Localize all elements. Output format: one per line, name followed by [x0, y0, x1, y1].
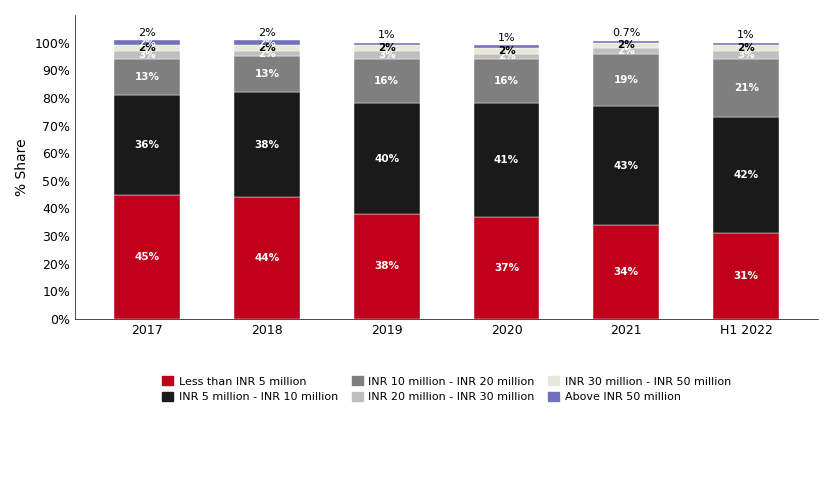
Text: 1%: 1%: [737, 30, 755, 40]
Bar: [354, 59, 420, 104]
Text: 19%: 19%: [614, 75, 639, 85]
Text: 2%: 2%: [258, 38, 276, 48]
Text: 44%: 44%: [254, 253, 280, 263]
Y-axis label: % Share: % Share: [15, 138, 29, 196]
Text: 0.7%: 0.7%: [612, 28, 641, 38]
Bar: [593, 225, 659, 319]
Text: 41%: 41%: [494, 155, 519, 165]
Text: 3%: 3%: [138, 50, 156, 60]
Text: 2%: 2%: [497, 46, 516, 56]
Legend: Less than INR 5 million, INR 5 million - INR 10 million, INR 10 million - INR 20: Less than INR 5 million, INR 5 million -…: [159, 373, 734, 405]
Bar: [593, 54, 659, 106]
Text: 21%: 21%: [734, 83, 759, 93]
Bar: [593, 43, 659, 48]
Text: 34%: 34%: [614, 267, 639, 277]
Bar: [234, 56, 300, 92]
Bar: [354, 104, 420, 214]
Bar: [114, 95, 180, 195]
Bar: [354, 45, 420, 51]
Bar: [114, 195, 180, 319]
Bar: [114, 40, 180, 45]
Text: 2%: 2%: [258, 49, 276, 59]
Text: 2%: 2%: [138, 28, 156, 38]
Text: 16%: 16%: [494, 76, 519, 86]
Bar: [713, 59, 779, 117]
Bar: [474, 45, 540, 48]
Bar: [593, 106, 659, 225]
Text: 31%: 31%: [734, 271, 759, 281]
Text: 2%: 2%: [617, 46, 636, 56]
Bar: [713, 51, 779, 59]
Bar: [593, 41, 659, 43]
Text: 2%: 2%: [617, 40, 636, 50]
Bar: [474, 48, 540, 54]
Text: 36%: 36%: [135, 140, 160, 150]
Bar: [234, 51, 300, 56]
Text: 2%: 2%: [497, 51, 516, 61]
Text: 1%: 1%: [378, 30, 396, 40]
Text: 45%: 45%: [135, 252, 160, 262]
Bar: [234, 45, 300, 51]
Bar: [474, 217, 540, 319]
Bar: [474, 59, 540, 104]
Text: 37%: 37%: [494, 263, 519, 273]
Text: 38%: 38%: [374, 261, 399, 271]
Text: 2%: 2%: [737, 43, 755, 53]
Text: 40%: 40%: [374, 154, 399, 164]
Bar: [713, 233, 779, 319]
Bar: [114, 45, 180, 51]
Text: 43%: 43%: [614, 160, 639, 171]
Bar: [234, 40, 300, 45]
Text: 38%: 38%: [254, 140, 279, 150]
Text: 2%: 2%: [258, 43, 276, 53]
Text: 13%: 13%: [135, 72, 160, 82]
Text: 1%: 1%: [498, 33, 516, 43]
Bar: [114, 51, 180, 59]
Text: 2%: 2%: [378, 43, 396, 53]
Bar: [354, 214, 420, 319]
Bar: [114, 59, 180, 95]
Bar: [234, 92, 300, 197]
Bar: [354, 51, 420, 59]
Text: 2%: 2%: [138, 43, 156, 53]
Bar: [354, 43, 420, 45]
Bar: [474, 104, 540, 217]
Bar: [593, 48, 659, 54]
Text: 3%: 3%: [737, 50, 755, 60]
Text: 42%: 42%: [734, 170, 759, 180]
Text: 16%: 16%: [374, 76, 399, 86]
Bar: [474, 54, 540, 59]
Text: 2%: 2%: [258, 28, 276, 38]
Bar: [713, 45, 779, 51]
Text: 13%: 13%: [254, 69, 279, 79]
Bar: [713, 117, 779, 233]
Bar: [713, 43, 779, 45]
Bar: [234, 197, 300, 319]
Text: 2%: 2%: [138, 38, 156, 48]
Text: 3%: 3%: [378, 50, 396, 60]
